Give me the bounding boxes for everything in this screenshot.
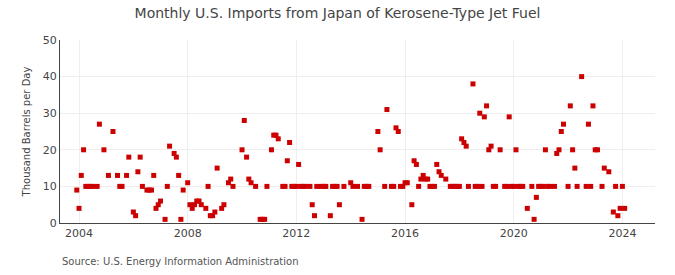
svg-text:2016: 2016 [391, 227, 419, 240]
svg-text:50: 50 [43, 34, 57, 47]
svg-text:Source: U.S. Energy Informatio: Source: U.S. Energy Information Administ… [62, 256, 299, 267]
svg-text:2012: 2012 [282, 227, 310, 240]
svg-text:0: 0 [50, 217, 57, 230]
svg-text:Monthly U.S. Imports from Japa: Monthly U.S. Imports from Japan of Keros… [135, 5, 541, 21]
svg-text:Thousand Barrels per Day: Thousand Barrels per Day [21, 67, 32, 198]
svg-text:2020: 2020 [500, 227, 528, 240]
svg-text:2004: 2004 [65, 227, 93, 240]
svg-text:20: 20 [43, 144, 57, 157]
svg-text:2024: 2024 [608, 227, 636, 240]
svg-text:2008: 2008 [174, 227, 202, 240]
svg-text:10: 10 [43, 180, 57, 193]
svg-text:30: 30 [43, 107, 57, 120]
svg-text:40: 40 [43, 70, 57, 83]
